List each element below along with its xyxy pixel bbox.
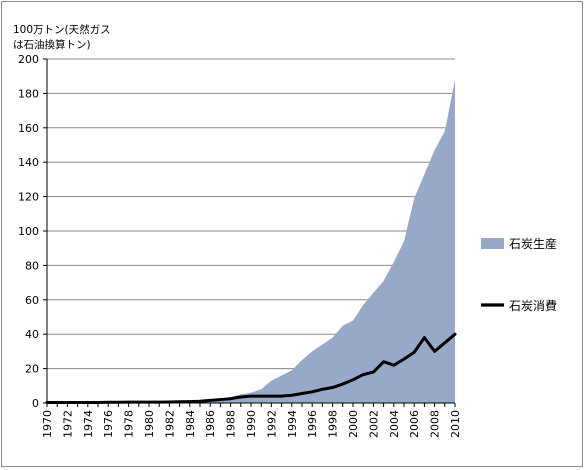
x-tick-label-1992: 1992 — [265, 410, 278, 438]
y-axis-label-line-2: は石油換算トン) — [13, 38, 91, 51]
y-axis-label: 100万トン(天然ガス は石油換算トン) — [13, 23, 111, 51]
x-tick-label-2008: 2008 — [429, 410, 442, 438]
x-tick-label-1970: 1970 — [41, 410, 54, 438]
y-tick-label-140: 140 — [18, 156, 39, 169]
x-tick-label-1984: 1984 — [184, 410, 197, 438]
x-tick-label-1998: 1998 — [327, 410, 340, 438]
axes — [43, 58, 456, 407]
y-tick-label-20: 20 — [25, 363, 39, 376]
x-tick-label-2000: 2000 — [347, 410, 360, 438]
x-tick-label-2002: 2002 — [367, 410, 380, 438]
x-tick-label-2004: 2004 — [388, 410, 401, 438]
x-tick-label-2010: 2010 — [449, 410, 462, 438]
x-tick-label-1994: 1994 — [286, 410, 299, 438]
x-tick-label-1982: 1982 — [163, 410, 176, 438]
x-tick-label-1972: 1972 — [61, 410, 74, 438]
y-tick-label-60: 60 — [25, 294, 39, 307]
legend-swatch-production — [481, 238, 504, 249]
y-tick-label-180: 180 — [18, 87, 39, 100]
y-tick-label-80: 80 — [25, 259, 39, 272]
legend: 石炭生産 石炭消費 — [481, 236, 557, 313]
x-tick-label-1976: 1976 — [102, 410, 115, 438]
legend-label-consumption: 石炭消費 — [509, 298, 557, 313]
y-axis-label-line-1: 100万トン(天然ガス — [13, 23, 111, 36]
y-tick-label-0: 0 — [32, 397, 39, 410]
production-area-layer — [47, 79, 455, 403]
x-tick-labels: 1970 1972 1974 1976 1978 1980 1982 1984 1986 1988… — [41, 410, 462, 438]
consumption-line-layer — [45, 332, 457, 404]
legend-label-production: 石炭生産 — [509, 236, 557, 251]
x-tick-label-1990: 1990 — [245, 410, 258, 438]
series-line-consumption — [45, 332, 457, 404]
x-tick-label-1974: 1974 — [82, 410, 95, 438]
x-tick-label-1980: 1980 — [143, 410, 156, 438]
x-tick-label-1996: 1996 — [306, 410, 319, 438]
y-tick-labels: 0 20 40 60 80 100 120 140 160 180 200 — [18, 53, 39, 410]
x-tick-label-1988: 1988 — [225, 410, 238, 438]
x-tick-label-1986: 1986 — [204, 410, 217, 438]
y-tick-label-100: 100 — [18, 225, 39, 238]
x-tick-label-1978: 1978 — [123, 410, 136, 438]
y-tick-label-200: 200 — [18, 53, 39, 66]
y-tick-label-160: 160 — [18, 122, 39, 135]
y-tick-label-40: 40 — [25, 328, 39, 341]
y-tick-label-120: 120 — [18, 191, 39, 204]
x-tick-label-2006: 2006 — [408, 410, 421, 438]
series-area-production — [47, 79, 455, 403]
